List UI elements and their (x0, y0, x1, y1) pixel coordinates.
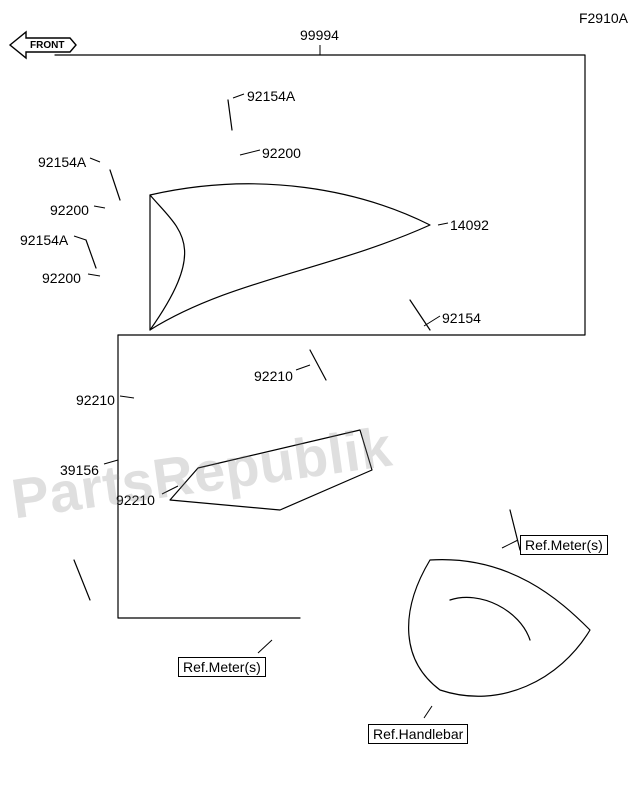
callout-92154A_left2: 92154A (20, 232, 68, 248)
callout-ref_meter_r: Ref.Meter(s) (520, 535, 608, 555)
callout-99994: 99994 (300, 27, 339, 43)
callout-92210_low: 92210 (116, 492, 155, 508)
callout-39156: 39156 (60, 462, 99, 478)
diagram-canvas: FRONT 9999492154A9220092154A9220092154A9… (0, 0, 644, 800)
diagram-code: F2910A (579, 10, 628, 26)
callout-ref_handle: Ref.Handlebar (368, 724, 468, 744)
callout-92210_mid: 92210 (254, 368, 293, 384)
callout-92200: 92200 (262, 145, 301, 161)
callout-92200_left2: 92200 (42, 270, 81, 286)
callout-92154: 92154 (442, 310, 481, 326)
callout-92154A_left: 92154A (38, 154, 86, 170)
callout-ref_meter_l: Ref.Meter(s) (178, 657, 266, 677)
callout-14092: 14092 (450, 217, 489, 233)
callout-92210_left: 92210 (76, 392, 115, 408)
callout-92200_left: 92200 (50, 202, 89, 218)
callout-92154A: 92154A (247, 88, 295, 104)
